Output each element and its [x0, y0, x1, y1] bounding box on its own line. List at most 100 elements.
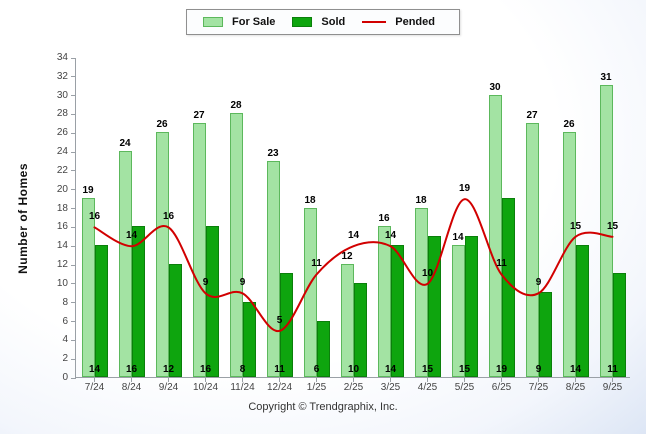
x-axis-label: 3/25: [380, 382, 401, 393]
x-axis-label: 8/24: [121, 382, 142, 393]
for-sale-value-label: 27: [193, 109, 205, 121]
for-sale-value-label: 30: [489, 81, 501, 93]
y-tick: [71, 226, 76, 228]
for-sale-value-label: 19: [82, 185, 94, 197]
x-tick: [612, 378, 613, 382]
pended-value-label: 11: [311, 258, 322, 270]
for-sale-bar: [599, 85, 613, 377]
x-tick: [575, 378, 576, 382]
pended-value-label: 5: [276, 314, 283, 326]
y-tick: [71, 377, 76, 379]
x-tick: [279, 378, 280, 382]
sold-value-label: 6: [313, 364, 320, 375]
sold-value-label: 14: [569, 364, 582, 375]
for-sale-value-label: 12: [341, 251, 353, 263]
for-sale-bar: [451, 245, 465, 377]
x-tick: [242, 378, 243, 382]
sold-value-label: 19: [495, 364, 508, 375]
x-axis-label: 7/24: [84, 382, 105, 393]
for-sale-value-label: 31: [600, 72, 612, 84]
pended-value-label: 9: [239, 277, 246, 289]
pended-value-label: 14: [125, 230, 138, 242]
pended-line-swatch: [362, 21, 387, 23]
y-axis-title-wrap: Number of Homes: [14, 58, 32, 378]
x-axis-label: 10/24: [192, 382, 219, 393]
y-tick: [71, 95, 76, 97]
x-axis-label: 4/25: [417, 382, 438, 393]
y-tick: [71, 264, 76, 266]
y-tick-label: 32: [56, 70, 68, 82]
sold-bar: [242, 301, 256, 377]
for-sale-bar: [414, 207, 428, 377]
plot-area: 0 2 4 6 8 10 12 14 16 18 20 22 24 26 28 30 32 34 7/24 19 14 1…: [57, 52, 630, 393]
x-tick: [501, 378, 502, 382]
sold-bar: [353, 282, 367, 377]
x-axis-label: 8/25: [565, 382, 586, 393]
pended-value-label: 19: [458, 183, 471, 195]
sold-bar: [427, 235, 441, 377]
x-tick: [353, 378, 354, 382]
legend: For Sale Sold Pended: [186, 9, 460, 35]
for-sale-value-label: 18: [304, 194, 316, 206]
x-axis-label: 2/25: [343, 382, 364, 393]
y-tick: [71, 76, 76, 78]
y-tick: [71, 189, 76, 191]
sold-value-label: 16: [125, 364, 138, 375]
sold-bar: [131, 226, 145, 377]
pended-value-label: 14: [347, 230, 360, 242]
pended-value-label: 10: [421, 267, 434, 279]
pended-value-label: 15: [606, 220, 619, 232]
for-sale-value-label: 24: [119, 138, 131, 150]
y-tick-label: 4: [62, 334, 68, 346]
y-tick-label: 6: [62, 315, 68, 327]
pended-value-label: 9: [202, 277, 209, 289]
sold-bar: [94, 245, 108, 377]
y-tick-label: 30: [56, 89, 68, 101]
pended-value-label: 16: [88, 211, 101, 223]
for-sale-bar: [525, 122, 539, 377]
pended-value-label: 14: [384, 230, 397, 242]
y-tick-label: 24: [56, 146, 68, 158]
y-tick-label: 2: [62, 353, 68, 365]
sold-bar: [168, 264, 182, 377]
sold-value-label: 9: [535, 364, 542, 375]
pended-value-label: 9: [535, 277, 542, 289]
for-sale-value-label: 26: [563, 119, 575, 131]
y-tick-label: 16: [56, 221, 68, 233]
y-tick-label: 22: [56, 164, 68, 176]
legend-label-for-sale: For Sale: [232, 16, 276, 28]
y-tick: [71, 321, 76, 323]
sold-value-label: 14: [384, 364, 397, 375]
x-axis-label: 1/25: [306, 382, 327, 393]
y-tick: [71, 57, 76, 59]
for-sale-bar: [155, 132, 169, 377]
sold-bar: [464, 235, 478, 377]
x-tick: [94, 378, 95, 382]
for-sale-value-label: 27: [526, 109, 538, 121]
for-sale-bar: [229, 113, 243, 377]
y-tick-label: 28: [56, 108, 68, 120]
sold-value-label: 15: [458, 364, 471, 375]
sold-value-label: 15: [421, 364, 434, 375]
sold-bar: [575, 245, 589, 377]
x-tick: [390, 378, 391, 382]
for-sale-value-label: 14: [452, 232, 464, 244]
x-axis-label: 11/24: [230, 382, 255, 393]
for-sale-bar: [377, 226, 391, 377]
sold-value-label: 14: [88, 364, 101, 375]
y-tick-label: 18: [56, 202, 68, 214]
sold-bar: [205, 226, 219, 377]
sold-value-label: 10: [347, 364, 360, 375]
y-tick: [71, 339, 76, 341]
sold-bar: [390, 245, 404, 377]
x-axis-label: 7/25: [528, 382, 549, 393]
pended-value-label: 16: [162, 211, 175, 223]
sold-value-label: 8: [239, 364, 246, 375]
for-sale-bar: [118, 151, 132, 377]
y-tick-label: 20: [56, 183, 68, 195]
y-tick: [71, 132, 76, 134]
for-sale-value-label: 16: [378, 213, 390, 225]
sold-swatch: [292, 17, 313, 27]
for-sale-value-label: 26: [156, 119, 168, 131]
